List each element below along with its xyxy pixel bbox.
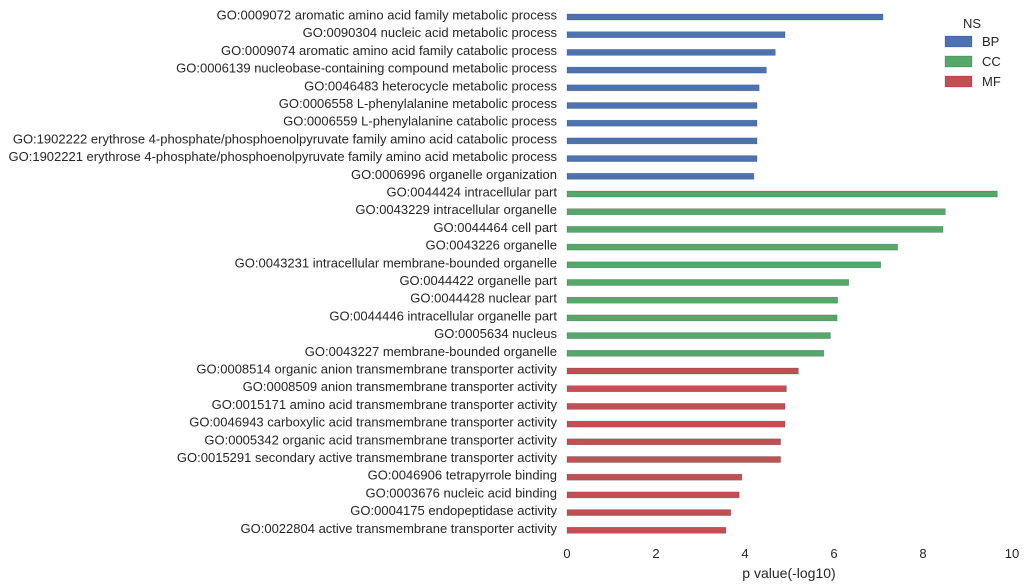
bar-bp xyxy=(566,84,760,92)
y-tick-label: GO:0044428 nuclear part xyxy=(410,291,557,306)
x-tick-label: 2 xyxy=(652,546,659,561)
y-tick-label: GO:0005634 nucleus xyxy=(434,326,557,341)
y-tick-label: GO:0003676 nucleic acid binding xyxy=(365,485,557,500)
bar-cc xyxy=(566,332,831,339)
bar-mf xyxy=(566,491,740,499)
bar-cc xyxy=(566,190,998,198)
y-tick-label: GO:0009074 aromatic amino acid family ca… xyxy=(221,43,557,58)
bar-mf xyxy=(566,456,781,463)
y-tick-label: GO:0044464 cell part xyxy=(433,220,557,235)
y-tick-label: GO:0006996 organelle organization xyxy=(351,167,557,182)
legend-label-cc: CC xyxy=(982,54,1001,69)
y-tick-label: GO:0006558 L-phenylalanine metabolic pro… xyxy=(279,96,558,111)
x-tick-label: 6 xyxy=(830,546,837,561)
x-tick-label: 0 xyxy=(563,546,570,561)
bar-bp xyxy=(566,13,884,21)
bar-bp xyxy=(566,173,755,180)
legend-swatch-bp xyxy=(944,35,973,48)
x-tick-label: 4 xyxy=(741,546,748,561)
bar-mf xyxy=(566,526,727,534)
bars-layer xyxy=(566,13,998,534)
y-tick-label: GO:0044424 intracellular part xyxy=(386,185,557,200)
y-tick-label: GO:0043226 organelle xyxy=(425,238,557,253)
y-tick-label: GO:0004175 endopeptidase activity xyxy=(350,503,557,518)
y-tick-label: GO:0046483 heterocycle metabolic process xyxy=(304,78,557,93)
y-tick-label: GO:0043227 membrane-bounded organelle xyxy=(305,344,557,359)
x-tick-label: 10 xyxy=(1005,546,1019,561)
y-tick-label: GO:0044422 organelle part xyxy=(399,273,557,288)
y-tick-label: GO:0022804 active transmembrane transpor… xyxy=(241,521,558,536)
y-tick-label: GO:0043231 intracellular membrane-bounde… xyxy=(235,255,557,270)
y-tick-label: GO:0008514 organic anion transmembrane t… xyxy=(196,362,557,377)
y-tick-label: GO:0005342 organic acid transmembrane tr… xyxy=(204,432,557,447)
bar-mf xyxy=(566,438,781,446)
legend-title: NS xyxy=(963,16,981,31)
bar-mf xyxy=(566,367,799,375)
y-tick-label: GO:1902221 erythrose 4-phosphate/phospho… xyxy=(9,149,558,164)
x-tick-label: 8 xyxy=(919,546,926,561)
bar-mf xyxy=(566,473,743,481)
bar-mf xyxy=(566,420,786,428)
bar-cc xyxy=(566,243,898,251)
y-tick-labels: GO:0009072 aromatic amino acid family me… xyxy=(9,8,558,536)
y-tick-label: GO:1902222 erythrose 4-phosphate/phospho… xyxy=(13,131,558,146)
legend-swatch-cc xyxy=(944,55,973,68)
legend-label-bp: BP xyxy=(982,34,999,49)
y-tick-label: GO:0046906 tetrapyrrole binding xyxy=(368,468,557,483)
y-tick-label: GO:0015171 amino acid transmembrane tran… xyxy=(212,397,558,412)
bar-bp xyxy=(566,49,776,56)
bar-bp xyxy=(566,119,758,127)
bar-mf xyxy=(566,403,786,410)
bar-cc xyxy=(566,296,838,304)
bar-bp xyxy=(566,155,758,162)
x-tick-labels: 0 2 4 6 8 10 xyxy=(563,546,1019,561)
bar-cc xyxy=(566,279,850,286)
y-tick-label: GO:0044446 intracellular organelle part xyxy=(329,308,557,323)
bar-bp xyxy=(566,66,767,74)
bar-bp xyxy=(566,137,758,145)
legend-swatch-mf xyxy=(944,75,973,88)
bar-cc xyxy=(566,208,946,215)
bar-cc xyxy=(566,349,825,357)
x-axis-label: p value(-log10) xyxy=(742,565,835,581)
y-tick-label: GO:0006139 nucleobase-containing compoun… xyxy=(176,61,557,76)
y-tick-label: GO:0090304 nucleic acid metabolic proces… xyxy=(303,25,558,40)
y-tick-label: GO:0015291 secondary active transmembran… xyxy=(177,450,558,465)
bar-cc xyxy=(566,226,944,233)
y-tick-label: GO:0008509 anion transmembrane transport… xyxy=(243,379,558,394)
legend-label-mf: MF xyxy=(982,74,1001,89)
bar-cc xyxy=(566,261,882,269)
y-tick-label: GO:0006559 L-phenylalanine catabolic pro… xyxy=(283,114,557,129)
y-tick-label: GO:0046943 carboxylic acid transmembrane… xyxy=(189,415,557,430)
bar-mf xyxy=(566,509,732,516)
y-tick-label: GO:0009072 aromatic amino acid family me… xyxy=(217,8,558,23)
bar-cc xyxy=(566,314,838,322)
bar-bp xyxy=(566,102,758,109)
bar-bp xyxy=(566,31,786,39)
bar-mf xyxy=(566,385,787,393)
y-tick-label: GO:0043229 intracellular organelle xyxy=(355,202,557,217)
